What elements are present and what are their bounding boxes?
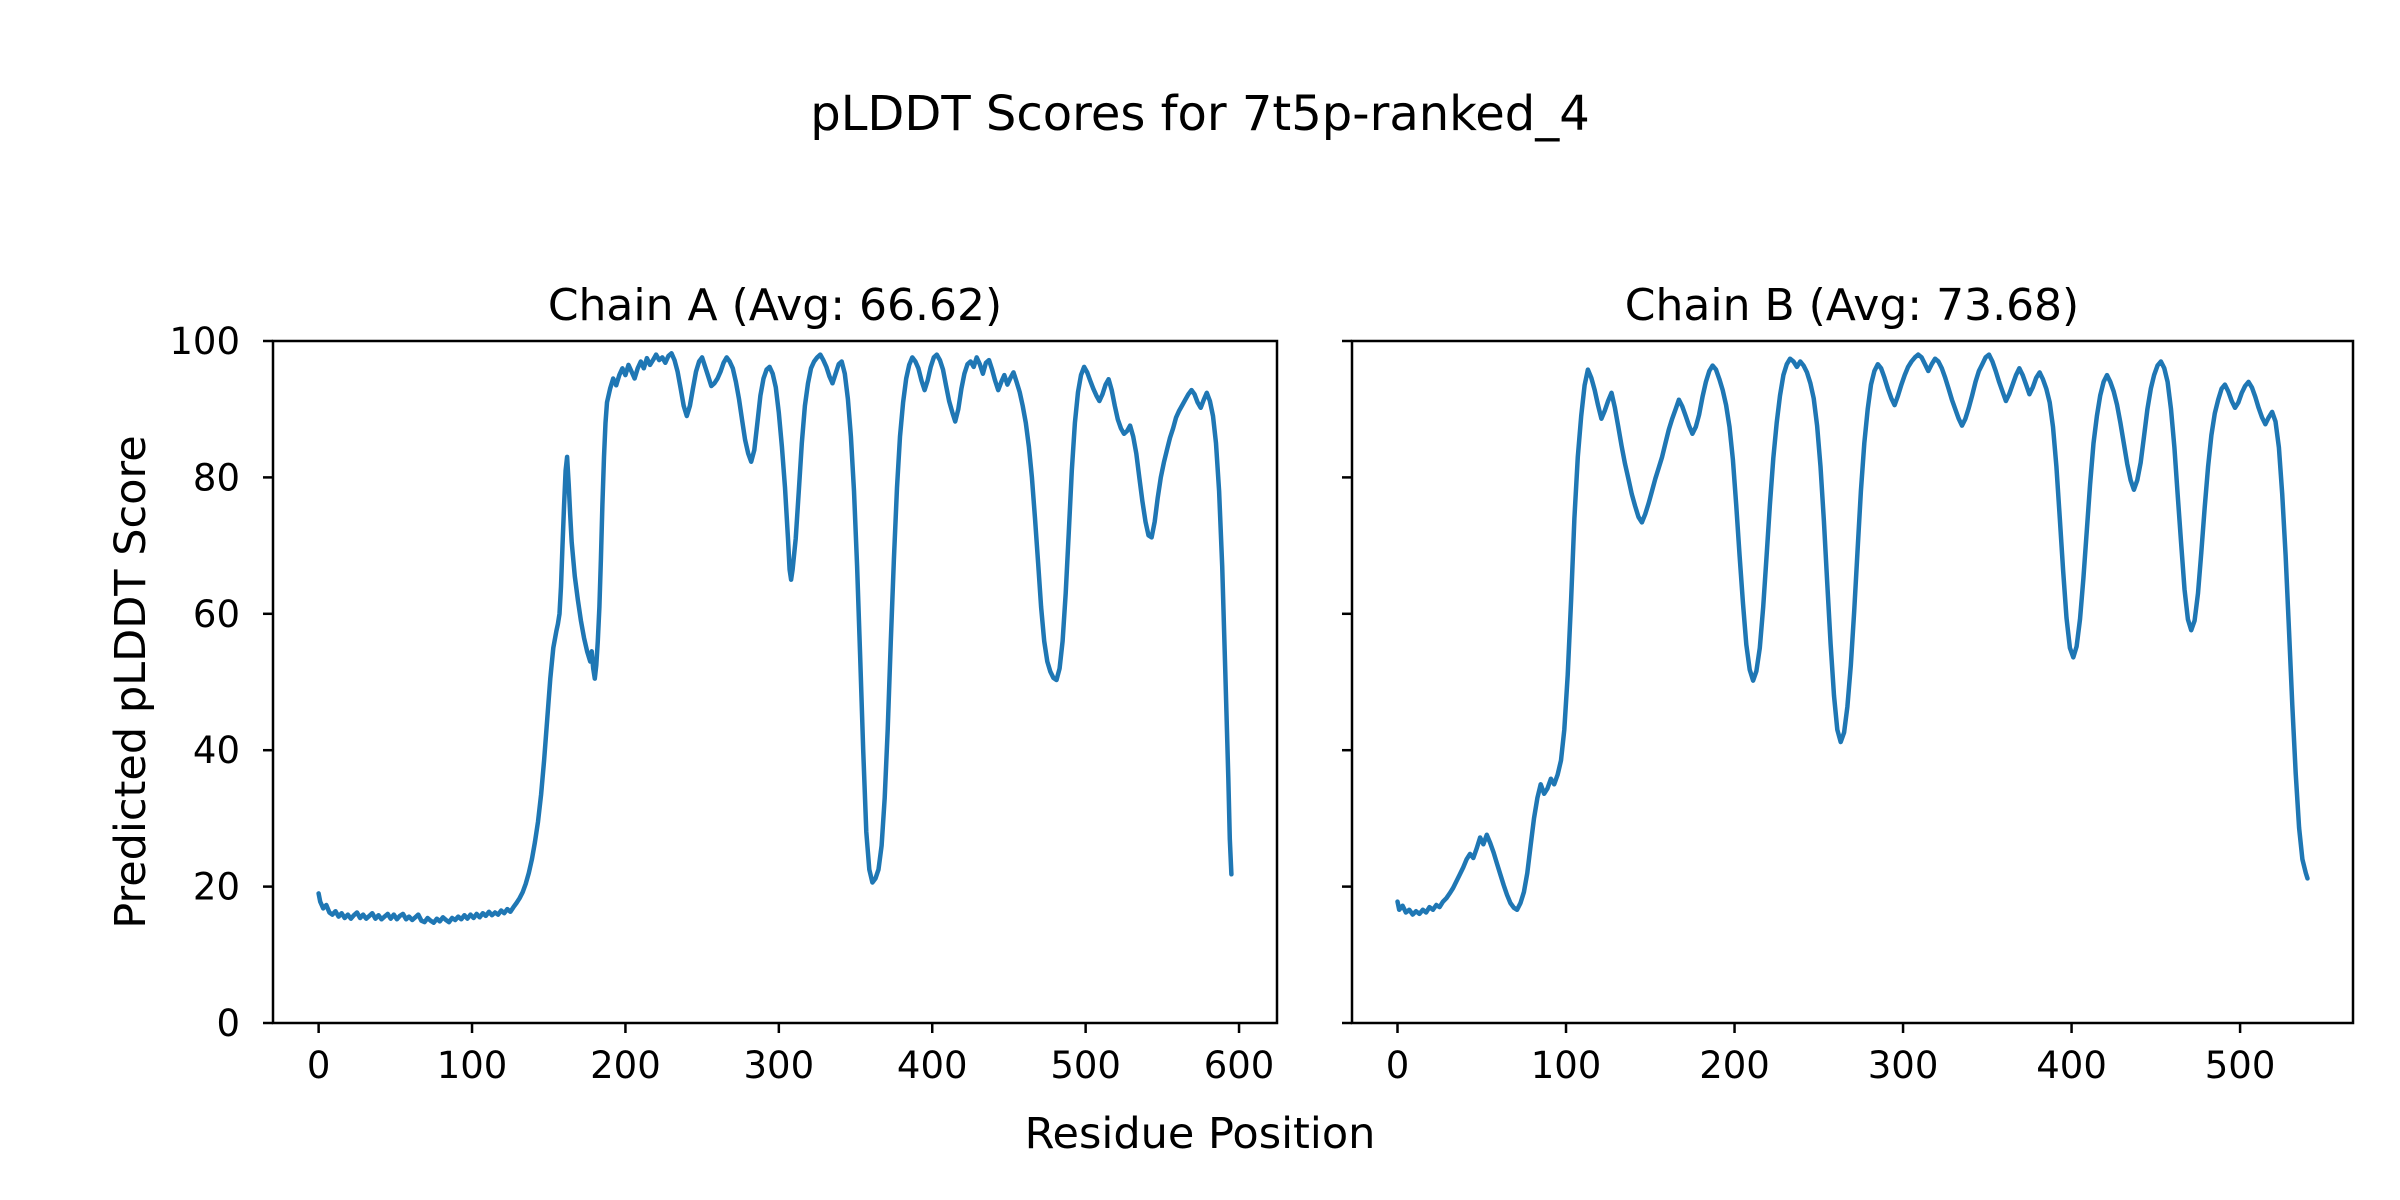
- x-tick-label: 100: [437, 1044, 508, 1087]
- chain-b-title: Chain B (Avg: 73.68): [1625, 280, 2079, 331]
- chain-b-axes: 0 100 200 300 400 500: [1342, 339, 2355, 1087]
- x-tick-label: 0: [307, 1044, 331, 1087]
- x-tick-label: 500: [2205, 1044, 2276, 1087]
- plddt-line-chain-b: [1395, 352, 2310, 917]
- axes-frame: [1350, 339, 2355, 1025]
- x-tick-label: 300: [744, 1044, 815, 1087]
- x-axis-label: Residue Position: [1025, 1109, 1376, 1159]
- y-axis-label: Predicted pLDDT Score: [106, 435, 156, 928]
- x-tick-label: 500: [1050, 1044, 1121, 1087]
- axes-frame: [271, 339, 1279, 1025]
- x-tick-label: 0: [1386, 1044, 1410, 1087]
- y-tick-label: 40: [193, 729, 240, 772]
- y-tick-label: 100: [169, 320, 240, 363]
- y-tick-label: 60: [193, 593, 240, 636]
- y-tick-label: 20: [193, 866, 240, 909]
- chain-a-title: Chain A (Avg: 66.62): [548, 280, 1002, 331]
- x-tick-label: 100: [1531, 1044, 1602, 1087]
- plddt-line-chain-a: [316, 351, 1234, 925]
- figure-title: pLDDT Scores for 7t5p-ranked_4: [810, 86, 1590, 142]
- x-tick-label: 200: [590, 1044, 661, 1087]
- x-tick-label: 400: [897, 1044, 968, 1087]
- x-tick-label: 600: [1204, 1044, 1275, 1087]
- x-tick-label: 400: [2036, 1044, 2107, 1087]
- y-tick-label: 80: [193, 456, 240, 499]
- y-tick-label: 0: [216, 1002, 240, 1045]
- chain-a-axes: 0 100 200 300 400 500 600 0 20 40 60 80 100: [169, 320, 1279, 1087]
- x-tick-label: 300: [1868, 1044, 1939, 1087]
- x-tick-label: 200: [1699, 1044, 1770, 1087]
